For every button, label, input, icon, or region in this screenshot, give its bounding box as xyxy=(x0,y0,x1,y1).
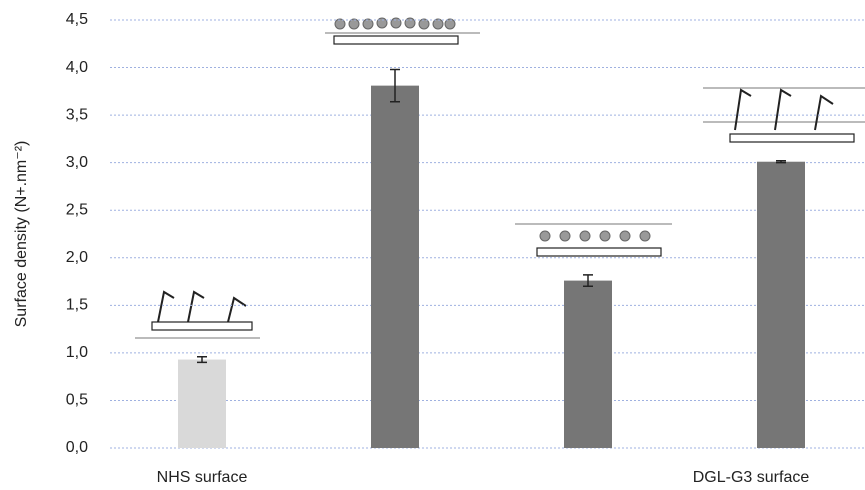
bar xyxy=(564,281,612,448)
illustration-antibodies xyxy=(158,292,246,322)
y-tick-label: 4,0 xyxy=(66,59,88,76)
y-tick-label: 2,0 xyxy=(66,249,88,266)
y-tick-label: 0,0 xyxy=(66,439,88,456)
y-tick-label: 1,0 xyxy=(66,344,88,361)
bar xyxy=(371,86,419,448)
x-tick-label: DGL-G3 surface xyxy=(693,469,810,486)
illustration-surface xyxy=(537,248,661,256)
y-tick-label: 0,5 xyxy=(66,392,88,409)
illustration-antibodies xyxy=(735,90,833,130)
illustration-surface xyxy=(730,134,854,142)
illustration-dots xyxy=(540,231,650,241)
y-tick-label: 3,0 xyxy=(66,154,88,171)
bar xyxy=(178,360,226,448)
y-tick-label: 1,5 xyxy=(66,297,88,314)
illustration-surface xyxy=(152,322,252,330)
y-tick-label: 3,5 xyxy=(66,106,88,123)
x-tick-label: NHS surface xyxy=(157,469,248,486)
bar xyxy=(757,162,805,448)
y-axis-label: Surface density (N+.nm⁻²) xyxy=(13,141,30,328)
illustrations xyxy=(135,18,865,338)
chart: Surface density (N+.nm⁻²) 0,0 0,5 1,0 1,5 2,… xyxy=(0,0,865,490)
illustration-surface xyxy=(334,36,458,44)
y-tick-label: 2,5 xyxy=(66,201,88,218)
y-tick-label: 4,5 xyxy=(66,11,88,28)
